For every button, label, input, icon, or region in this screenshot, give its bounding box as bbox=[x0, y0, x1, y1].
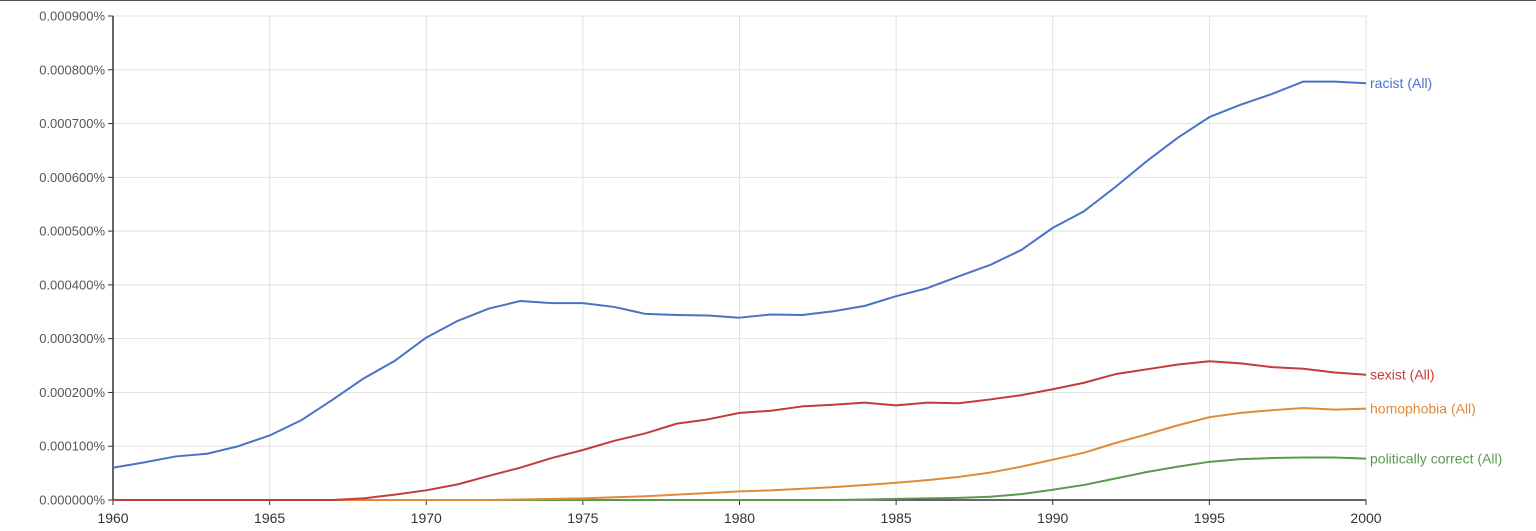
series-lines bbox=[112, 80, 1367, 501]
x-tick-label: 1990 bbox=[1037, 510, 1068, 526]
series-line-racist-all bbox=[112, 80, 1367, 469]
y-tick-label: 0.000500% bbox=[39, 224, 105, 239]
series-labels: racist (All) sexist (All) homophobia (All)… bbox=[1370, 75, 1502, 466]
y-tick-label: 0.000300% bbox=[39, 331, 105, 346]
series-label-sexist-all: sexist (All) bbox=[1370, 367, 1435, 383]
y-tick-label: 0.000200% bbox=[39, 385, 105, 400]
series-label-racist-all: racist (All) bbox=[1370, 75, 1432, 91]
y-tick-label: 0.000600% bbox=[39, 170, 105, 185]
x-tick-label: 1970 bbox=[411, 510, 442, 526]
y-tick-label: 0.000400% bbox=[39, 277, 105, 292]
y-tick-label: 0.000000% bbox=[39, 493, 105, 508]
series-label-homophobia-all: homophobia (All) bbox=[1370, 401, 1476, 417]
grid bbox=[113, 15, 1367, 500]
y-tick-label: 0.000900% bbox=[39, 9, 105, 24]
x-tick-label: 1975 bbox=[567, 510, 598, 526]
series-line-sexist-all bbox=[113, 360, 1367, 501]
x-tick-label: 1965 bbox=[254, 510, 285, 526]
x-tick-label: 1985 bbox=[881, 510, 912, 526]
y-tick-label: 0.000700% bbox=[39, 116, 105, 131]
x-tick-label: 1995 bbox=[1194, 510, 1225, 526]
series-label-politically-correct-all: politically correct (All) bbox=[1370, 451, 1502, 467]
x-tick-label: 2000 bbox=[1350, 510, 1381, 526]
y-tick-label: 0.000800% bbox=[39, 62, 105, 77]
x-tick-label: 1960 bbox=[97, 510, 128, 526]
x-tick-labels: 1960 1965 1970 1975 1980 1985 1990 1995 2000 bbox=[97, 510, 1381, 526]
y-tick-label: 0.000100% bbox=[39, 439, 105, 454]
y-tick-labels: 0.000000% 0.000100% 0.000200% 0.000300% 0.00… bbox=[39, 9, 105, 508]
x-tick-label: 1980 bbox=[724, 510, 755, 526]
